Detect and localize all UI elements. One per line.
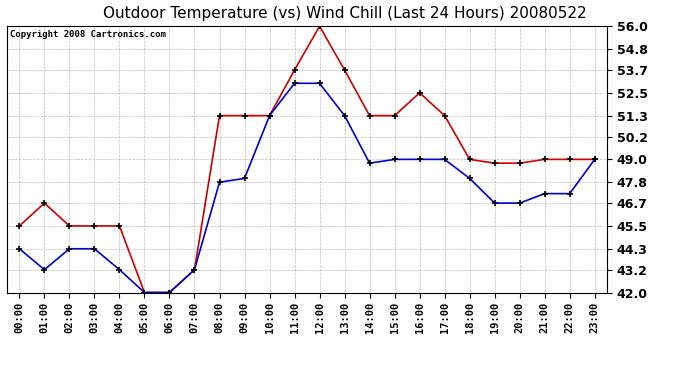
Text: Copyright 2008 Cartronics.com: Copyright 2008 Cartronics.com — [10, 30, 166, 39]
Text: Outdoor Temperature (vs) Wind Chill (Last 24 Hours) 20080522: Outdoor Temperature (vs) Wind Chill (Las… — [104, 6, 586, 21]
